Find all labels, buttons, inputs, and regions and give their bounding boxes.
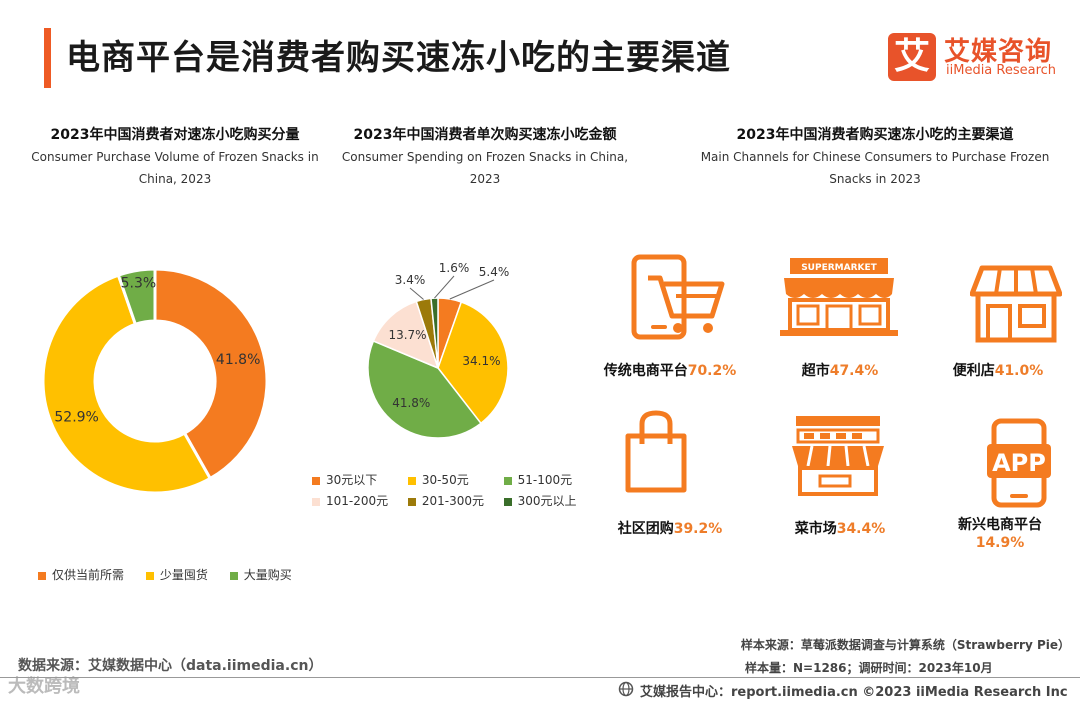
pie-chart: 5.4% 34.1% 41.8% 13.7% 3.4% 1.6% xyxy=(367,261,510,439)
logo-en-text: iiMedia Research xyxy=(946,63,1057,78)
market-stall-icon xyxy=(790,414,886,498)
pie-chart-title: 2023年中国消费者单次购买速冻小吃金额 xyxy=(353,127,617,143)
legend-item-201-300: 201-300元 xyxy=(407,491,500,512)
donut-slice-small-stock xyxy=(41,273,213,495)
pie-legend: 30元以下 30-50元 51-100元 101-200元 201-300元 3… xyxy=(312,470,577,512)
footer-divider xyxy=(0,677,1080,678)
convenience-store-icon xyxy=(970,264,1062,344)
channels-subtitle: Main Channels for Chinese Consumers to P… xyxy=(700,150,1050,186)
legend-item-small-stock: 少量囤货 xyxy=(145,568,208,582)
report-center: 艾媒报告中心：report.iimedia.cn ©2023 iiMedia R… xyxy=(640,685,1068,700)
legend-item-51-100: 51-100元 xyxy=(503,473,572,487)
channel-label-traditional-ecommerce: 传统电商平台70.2% xyxy=(603,363,737,379)
app-phone-icon: APP xyxy=(986,418,1052,508)
app-sign-text: APP xyxy=(992,449,1046,477)
watermark: 大数跨境 xyxy=(8,676,80,697)
donut-label-bulk-buy: 5.3% xyxy=(121,275,157,291)
pie-label-101-200: 13.7% xyxy=(388,328,426,342)
channel-label-group-buying: 社区团购39.2% xyxy=(617,521,723,537)
donut-slice-current-need xyxy=(153,267,269,481)
pie-label-30-50: 34.1% xyxy=(462,354,500,368)
donut-label-small-stock: 52.9% xyxy=(54,409,98,425)
channel-label-emerging-ecommerce: 新兴电商平台 14.9% xyxy=(958,517,1042,551)
pie-label-under-30: 5.4% xyxy=(479,265,510,279)
pie-slice-30-50 xyxy=(437,301,509,425)
pie-label-201-300-leader xyxy=(409,287,424,300)
legend-item-over-300: 300元以上 xyxy=(503,494,577,508)
pie-label-under-30-leader xyxy=(449,279,495,300)
title-accent-bar xyxy=(44,28,51,88)
legend-item-30-50: 30-50元 xyxy=(407,470,500,491)
pie-label-51-100: 41.8% xyxy=(392,396,430,410)
pie-slice-101-200 xyxy=(372,300,440,370)
data-source: 数据来源：艾媒数据中心（data.iimedia.cn） xyxy=(18,658,323,674)
channel-label-convenience-store: 便利店41.0% xyxy=(952,363,1044,379)
donut-chart-subtitle: Consumer Purchase Volume of Frozen Snack… xyxy=(31,150,319,186)
channel-label-wet-market: 菜市场34.4% xyxy=(794,521,886,537)
iimedia-logo-mark: 艾 xyxy=(888,33,936,81)
logo-cn-text: 艾媒咨询 xyxy=(944,37,1053,67)
channels-title: 2023年中国消费者购买速冻小吃的主要渠道 xyxy=(736,127,1014,143)
sample-size: 样本量：N=1286；调研时间：2023年10月 xyxy=(745,661,993,675)
globe-icon xyxy=(618,681,634,697)
sample-source: 样本来源：草莓派数据调查与计算系统（Strawberry Pie） xyxy=(740,638,1070,652)
pie-slice-51-100 xyxy=(367,340,482,439)
supermarket-icon: SUPERMARKET xyxy=(780,256,898,338)
legend-item-current-need: 仅供当前所需 xyxy=(38,568,124,582)
pie-label-over-300: 1.6% xyxy=(439,261,470,275)
donut-chart-title: 2023年中国消费者对速冻小吃购买分量 xyxy=(50,127,300,143)
pie-chart-subtitle: Consumer Spending on Frozen Snacks in Ch… xyxy=(341,150,629,186)
pie-label-201-300: 3.4% xyxy=(395,273,426,287)
donut-label-current-need: 41.8% xyxy=(216,352,260,368)
supermarket-sign-text: SUPERMARKET xyxy=(801,263,877,273)
phone-cart-icon xyxy=(630,254,730,342)
donut-legend: 仅供当前所需 少量囤货 大量购买 xyxy=(38,566,292,583)
shopping-bag-icon xyxy=(624,410,688,494)
channel-label-supermarket: 超市47.4% xyxy=(801,363,879,379)
legend-item-101-200: 101-200元 xyxy=(312,491,404,512)
pie-label-over-300-leader xyxy=(434,275,455,299)
legend-item-under-30: 30元以下 xyxy=(312,470,404,491)
donut-slice-bulk-buy xyxy=(116,267,157,327)
page-title: 电商平台是消费者购买速冻小吃的主要渠道 xyxy=(66,38,731,78)
donut-chart: 41.8% 52.9% 5.3% xyxy=(41,267,269,495)
legend-item-bulk-buy: 大量购买 xyxy=(229,568,292,582)
